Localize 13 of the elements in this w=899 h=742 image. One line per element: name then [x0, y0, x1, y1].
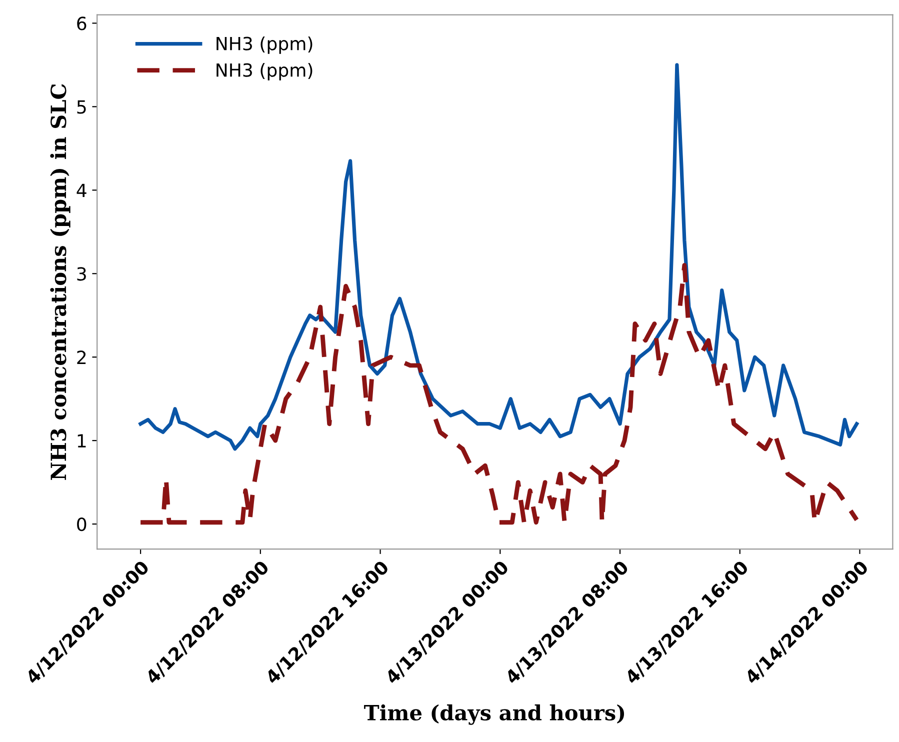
x-axis-title: Time (days and hours)	[364, 704, 624, 725]
y-tick-label: 3	[77, 267, 86, 281]
line-series	[138, 63, 859, 451]
y-axis-title: NH3 concentrations (ppm) in SLC	[50, 84, 70, 480]
y-tick-label: 5	[77, 100, 86, 114]
y-tick-label: 4	[76, 184, 86, 197]
y-tick-label: 2	[77, 350, 86, 364]
y-tick-label: 1	[78, 434, 86, 448]
y-tick-label: 0	[77, 517, 86, 532]
y-tick-label: 6	[77, 16, 86, 30]
legend-label: NH3 (ppm)	[216, 36, 312, 54]
line-series	[138, 263, 859, 525]
legend-label: NH3 (ppm)	[216, 62, 312, 80]
